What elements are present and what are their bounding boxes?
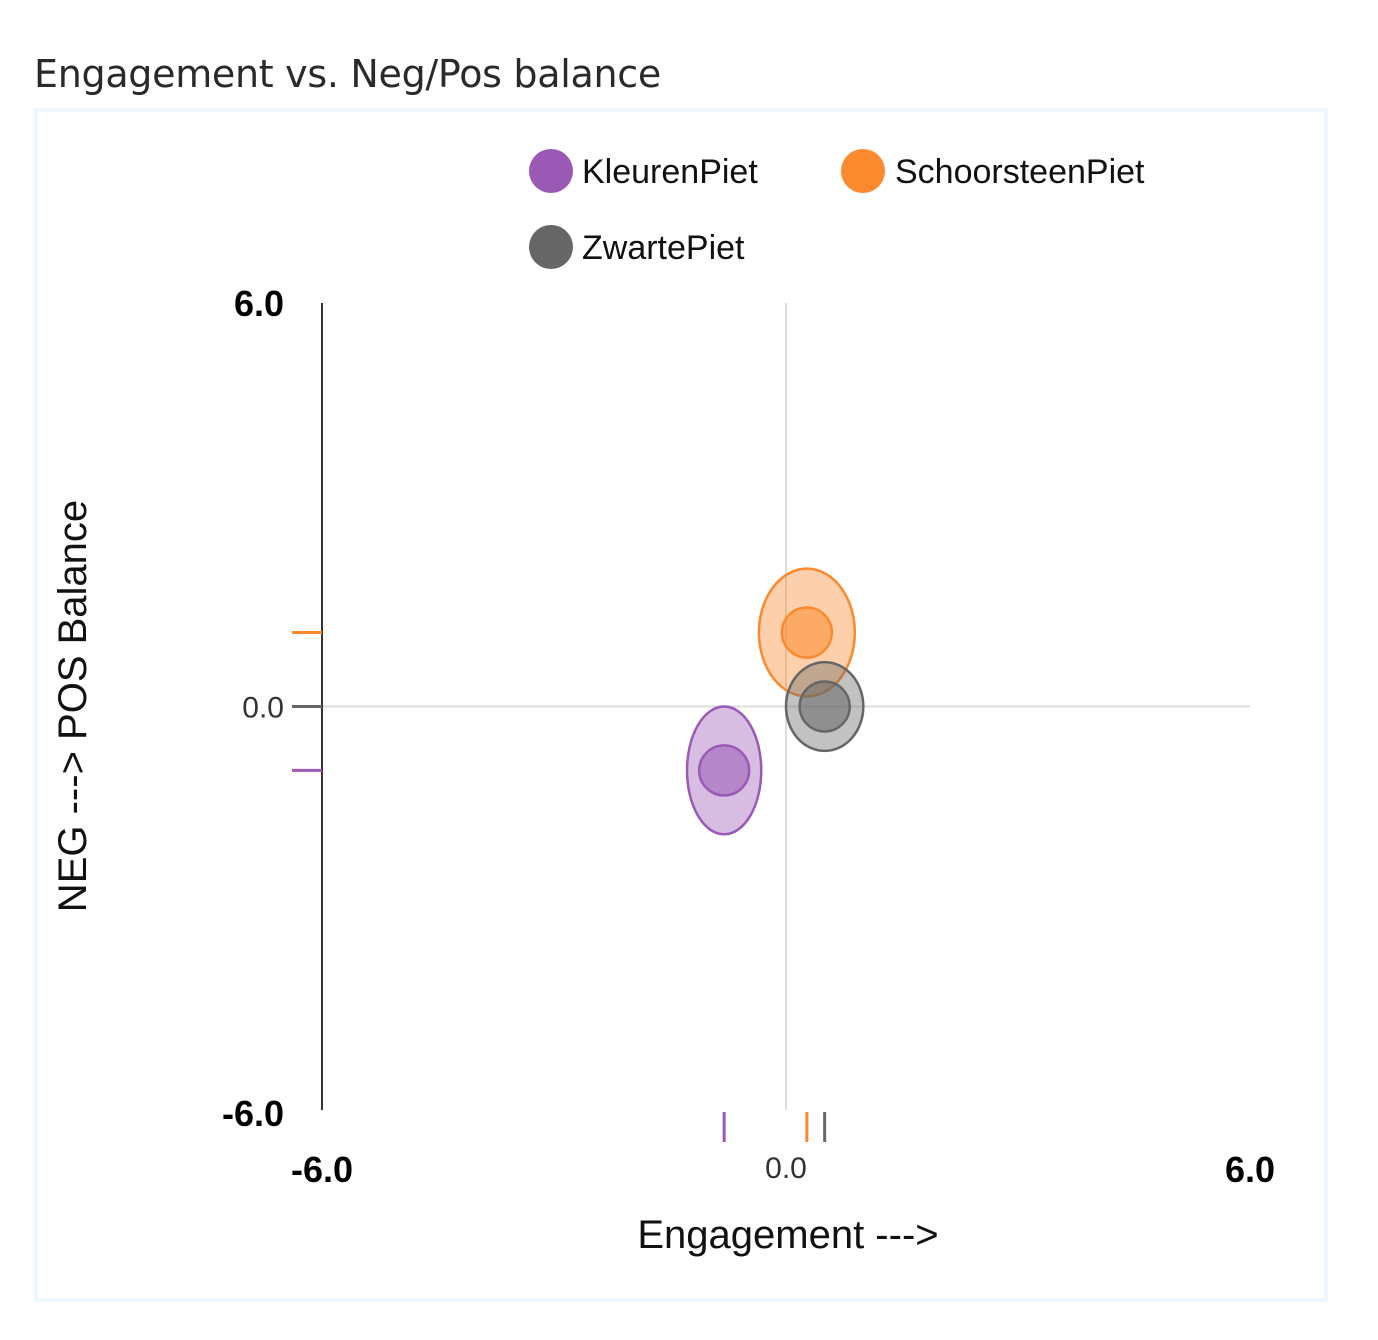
- legend-label-schoorsteenpiet: SchoorsteenPiet: [895, 153, 1145, 191]
- x-tick-zero: 0.0: [765, 1152, 807, 1185]
- y-tick-min: -6.0: [222, 1093, 284, 1134]
- y-axis-title: NEG ---> POS Balance: [51, 500, 95, 912]
- axis-labels: 6.0 0.0 -6.0-6.0 0.0 6.0 Engagement ---> NEG -…: [51, 283, 1275, 1257]
- legend-item-schoorsteenpiet: SchoorsteenPiet: [841, 149, 1145, 193]
- legend-swatch-zwartepiet: [529, 225, 573, 269]
- legend-swatch-schoorsteenpiet: [841, 149, 885, 193]
- page-title: Engagement vs. Neg/Pos balance: [34, 52, 661, 96]
- legend-label-zwartepiet: ZwartePiet: [582, 229, 745, 267]
- y-tick-max: 6.0: [234, 283, 284, 324]
- legend-item-kleurenpiet: KleurenPiet: [529, 149, 758, 193]
- legend-swatch-kleurenpiet: [529, 149, 573, 193]
- x-tick-max: 6.0: [1225, 1149, 1275, 1190]
- legend: KleurenPiet SchoorsteenPiet ZwartePiet: [529, 149, 1145, 269]
- chart-frame: [34, 108, 1328, 1302]
- bubble-zwartepiet: [784, 660, 865, 753]
- y-tick-zero: 0.0: [242, 692, 284, 725]
- legend-label-kleurenpiet: KleurenPiet: [582, 153, 758, 191]
- bubble-schoorsteenpiet: [757, 567, 857, 698]
- bubble-mean-kleurenpiet: [697, 744, 751, 797]
- x-tick-min: -6.0: [291, 1149, 353, 1190]
- legend-item-zwartepiet: ZwartePiet: [529, 225, 745, 269]
- x-axis-title: Engagement --->: [637, 1213, 938, 1257]
- bubble-mean-schoorsteenpiet: [780, 606, 834, 659]
- rug-marks: [292, 631, 827, 1142]
- data-bubbles: [685, 567, 865, 836]
- bubble-kleurenpiet: [685, 705, 763, 836]
- bubble-mean-zwartepiet: [798, 680, 851, 733]
